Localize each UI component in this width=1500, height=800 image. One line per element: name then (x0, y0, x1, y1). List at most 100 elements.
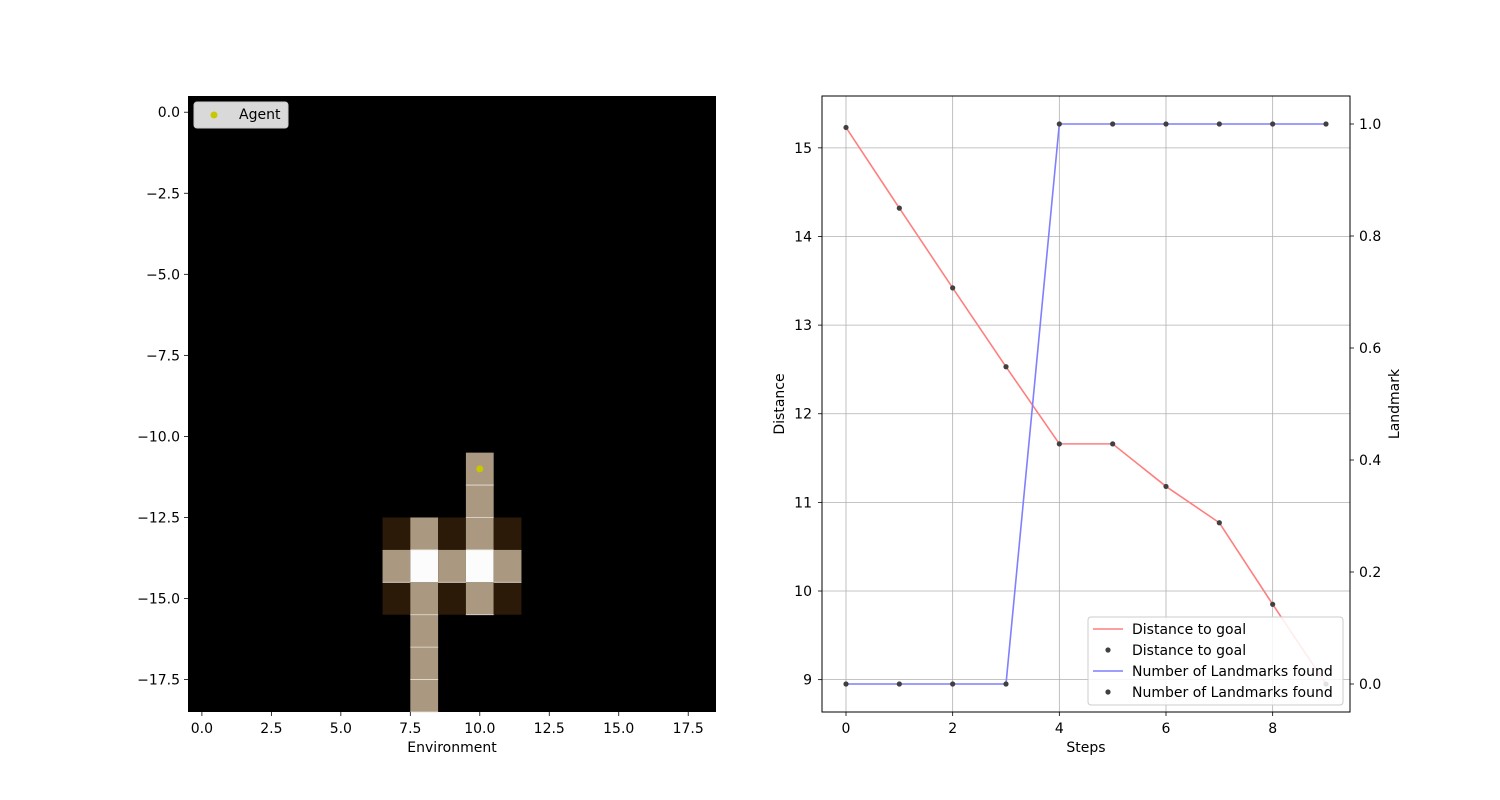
y-tick-label: 15 (794, 141, 812, 157)
y2-tick-label: 0.2 (1359, 565, 1381, 581)
landmark-point (950, 681, 956, 687)
heatmap-cell (493, 517, 522, 550)
steps-grid (822, 96, 1350, 712)
landmark-point (1163, 121, 1169, 127)
heatmap-cell (382, 549, 411, 583)
legend-point-swatch (1105, 647, 1111, 653)
legend-label: Number of Landmarks found (1132, 664, 1333, 680)
y2-tick-label: 0.4 (1359, 453, 1381, 469)
distance-point (843, 124, 849, 131)
y-tick-label: 0.0 (158, 105, 180, 121)
x-tick-label: 0 (842, 721, 851, 737)
landmark-point (1216, 121, 1222, 127)
landmark-line (846, 123, 1326, 685)
x-tick-label: 15.0 (603, 721, 634, 737)
x-tick-label: 2.5 (260, 721, 282, 737)
heatmap-cell (410, 582, 439, 615)
distance-point (950, 285, 956, 291)
x-tick-label: 6 (1162, 721, 1171, 737)
y-tick-label: 13 (794, 318, 812, 334)
heatmap-cell (410, 614, 439, 648)
environment-cells (382, 452, 522, 713)
y-tick-label: 14 (794, 229, 812, 245)
heatmap-cell (410, 679, 439, 712)
environment-x-axis-label: Environment (407, 740, 497, 756)
y-tick-label: −5.0 (146, 267, 180, 283)
y-tick-label: −2.5 (146, 186, 180, 202)
distance-y-axis-label: Distance (772, 373, 788, 434)
x-tick-label: 10.0 (464, 721, 495, 737)
steps-series (843, 121, 1329, 687)
distance-y-ticks: 9 10 11 12 13 14 15 (794, 141, 822, 689)
steps-x-axis-label: Steps (1066, 740, 1105, 756)
distance-point (1270, 601, 1276, 607)
steps-x-ticks: 0 2 4 6 8 (842, 712, 1277, 737)
distance-point (1003, 364, 1009, 370)
heatmap-cell (465, 549, 494, 583)
y-tick-label: −12.5 (137, 510, 180, 526)
landmark-point (1323, 121, 1329, 127)
environment-x-ticks: 0.0 2.5 5.0 7.5 10.0 12.5 15.0 17.5 (191, 712, 704, 737)
distance-point (1163, 483, 1169, 490)
landmark-y-axis-label: Landmark (1387, 368, 1403, 439)
y-tick-label: 11 (794, 495, 812, 511)
distance-line (845, 127, 1327, 685)
steps-panel: 0 2 4 6 8 9 10 11 12 13 14 15 0.0 0.2 0.4 0.6 0.8 1.0 S… (772, 95, 1403, 756)
y2-tick-label: 1.0 (1359, 117, 1381, 133)
heatmap-cell (438, 517, 466, 550)
landmark-point (1003, 681, 1009, 687)
x-tick-label: 7.5 (399, 721, 421, 737)
heatmap-cell (493, 549, 522, 583)
legend-label: Number of Landmarks found (1132, 685, 1333, 701)
landmark-y-ticks: 0.0 0.2 0.4 0.6 0.8 1.0 (1350, 117, 1381, 693)
x-tick-label: 0.0 (191, 721, 213, 737)
y-tick-label: 9 (803, 673, 812, 689)
distance-point (896, 205, 902, 211)
steps-legend: Distance to goal Distance to goal Number o… (1087, 616, 1344, 706)
heatmap-cell (465, 582, 494, 615)
y-tick-label: −17.5 (137, 673, 180, 689)
x-tick-label: 8 (1268, 721, 1277, 737)
heatmap-cell (410, 647, 439, 680)
x-tick-label: 12.5 (534, 721, 565, 737)
environment-panel: 0.0 2.5 5.0 7.5 10.0 12.5 15.0 17.5 0.0 −2.5 −5.0… (137, 96, 716, 756)
agent-marker (476, 465, 484, 473)
landmark-point (896, 681, 902, 687)
agent-legend-label: Agent (239, 107, 281, 123)
heatmap-cell (493, 582, 522, 615)
heatmap-cell (382, 517, 411, 550)
environment-plot-area (188, 96, 716, 712)
steps-legend-box (1087, 616, 1344, 706)
heatmap-cell (438, 582, 466, 615)
heatmap-cell (410, 517, 439, 550)
x-tick-label: 17.5 (673, 721, 704, 737)
x-tick-label: 2 (948, 721, 957, 737)
landmark-point (1270, 121, 1276, 127)
heatmap-cell (382, 582, 411, 615)
distance-point (1056, 441, 1062, 447)
y-tick-label: −15.0 (137, 592, 180, 608)
y-tick-label: −10.0 (137, 429, 180, 445)
y2-tick-label: 0.0 (1359, 677, 1381, 693)
landmark-point (843, 681, 849, 687)
landmark-point (1110, 121, 1116, 127)
y-tick-label: 12 (794, 407, 812, 423)
legend-point-swatch (1105, 689, 1111, 695)
environment-legend-box (193, 101, 289, 129)
y-tick-label: 10 (794, 584, 812, 600)
x-tick-label: 4 (1055, 721, 1064, 737)
y-tick-label: −7.5 (146, 348, 180, 364)
legend-label: Distance to goal (1132, 643, 1246, 659)
landmark-point (1056, 121, 1062, 127)
y2-tick-label: 0.6 (1359, 341, 1381, 357)
environment-legend: Agent (193, 101, 289, 129)
heatmap-cell (410, 549, 439, 583)
agent-legend-marker (210, 111, 218, 119)
legend-label: Distance to goal (1132, 622, 1246, 638)
distance-point (1110, 441, 1116, 447)
environment-y-ticks: 0.0 −2.5 −5.0 −7.5 −10.0 −12.5 −15.0 −17.5 (137, 105, 188, 689)
steps-plot-frame (821, 95, 1351, 713)
heatmap-cell (465, 517, 494, 550)
y2-tick-label: 0.8 (1359, 229, 1381, 245)
